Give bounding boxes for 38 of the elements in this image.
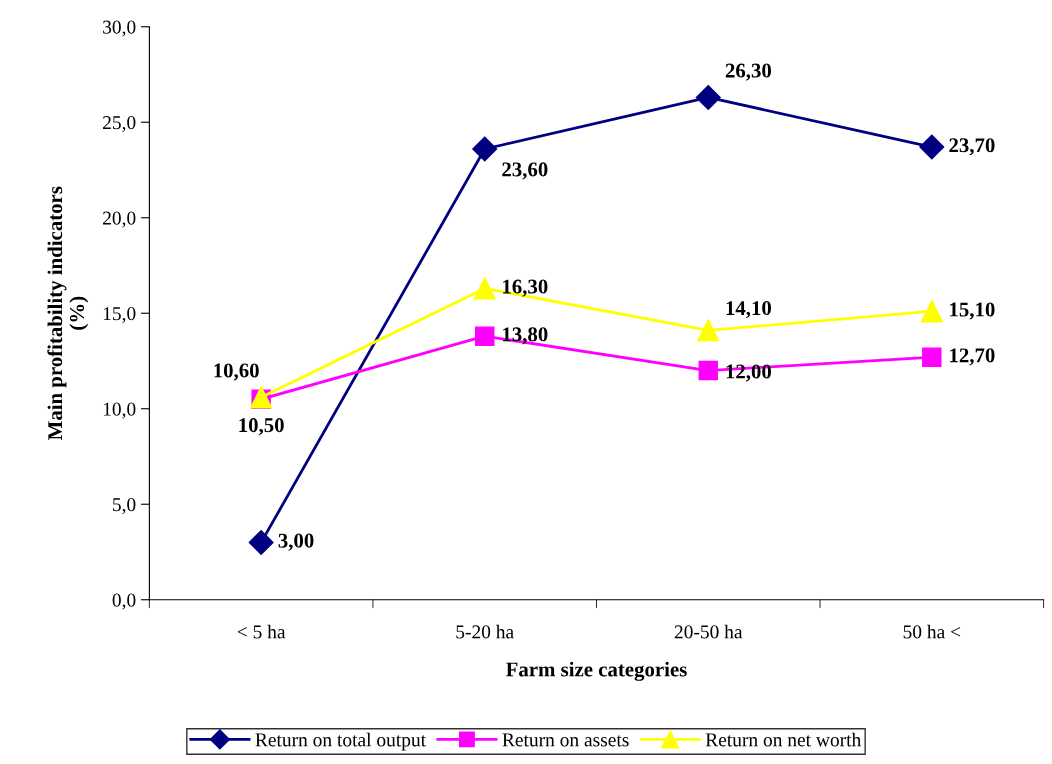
- data-label: 26,30: [725, 63, 772, 81]
- y-tick-label: 25,0: [103, 116, 136, 132]
- point: [920, 300, 943, 323]
- y-tick-label: 30,0: [103, 20, 136, 37]
- data-label: 23,70: [949, 138, 995, 156]
- x-tick-label: 20-50 ha: [674, 624, 743, 639]
- legend-label: Return on assets: [502, 733, 629, 747]
- data-label: 10,50: [239, 418, 284, 436]
- data-label: 14,10: [726, 301, 772, 319]
- data-label: 13,80: [503, 327, 548, 345]
- data-label: 12,70: [950, 348, 995, 366]
- data-label: 10,60: [214, 363, 259, 381]
- x-tick-label: 50 ha <: [903, 624, 961, 639]
- y-tick-label: 20,0: [103, 211, 136, 228]
- x-axis-title: Farm size categories: [506, 661, 687, 681]
- data-label: 12,00: [726, 364, 772, 382]
- data-label: 23,60: [502, 162, 548, 180]
- point: [697, 319, 720, 342]
- y-tick-label: 10,0: [103, 402, 136, 419]
- y-axis-title: Main profitability indicators (%): [47, 186, 89, 441]
- y-tick-label: 0,0: [112, 593, 136, 610]
- point: [919, 134, 945, 160]
- x-tick-label: 5-20 ha: [456, 624, 514, 639]
- point: [472, 136, 498, 162]
- data-label: 15,10: [950, 302, 995, 320]
- point: [474, 326, 495, 346]
- y-tick-label: 5,0: [113, 498, 136, 514]
- point: [922, 347, 942, 367]
- y-tick-label: 15,0: [103, 307, 136, 323]
- legend-label: Return on net worth: [705, 732, 862, 747]
- data-label: 3,00: [278, 533, 314, 551]
- point: [473, 277, 496, 300]
- data-label: 16,30: [503, 279, 548, 297]
- point: [698, 360, 718, 381]
- x-tick-label: < 5 ha: [237, 624, 286, 639]
- legend-label: Return on total output: [255, 732, 426, 751]
- point: [695, 84, 721, 110]
- point: [248, 529, 274, 555]
